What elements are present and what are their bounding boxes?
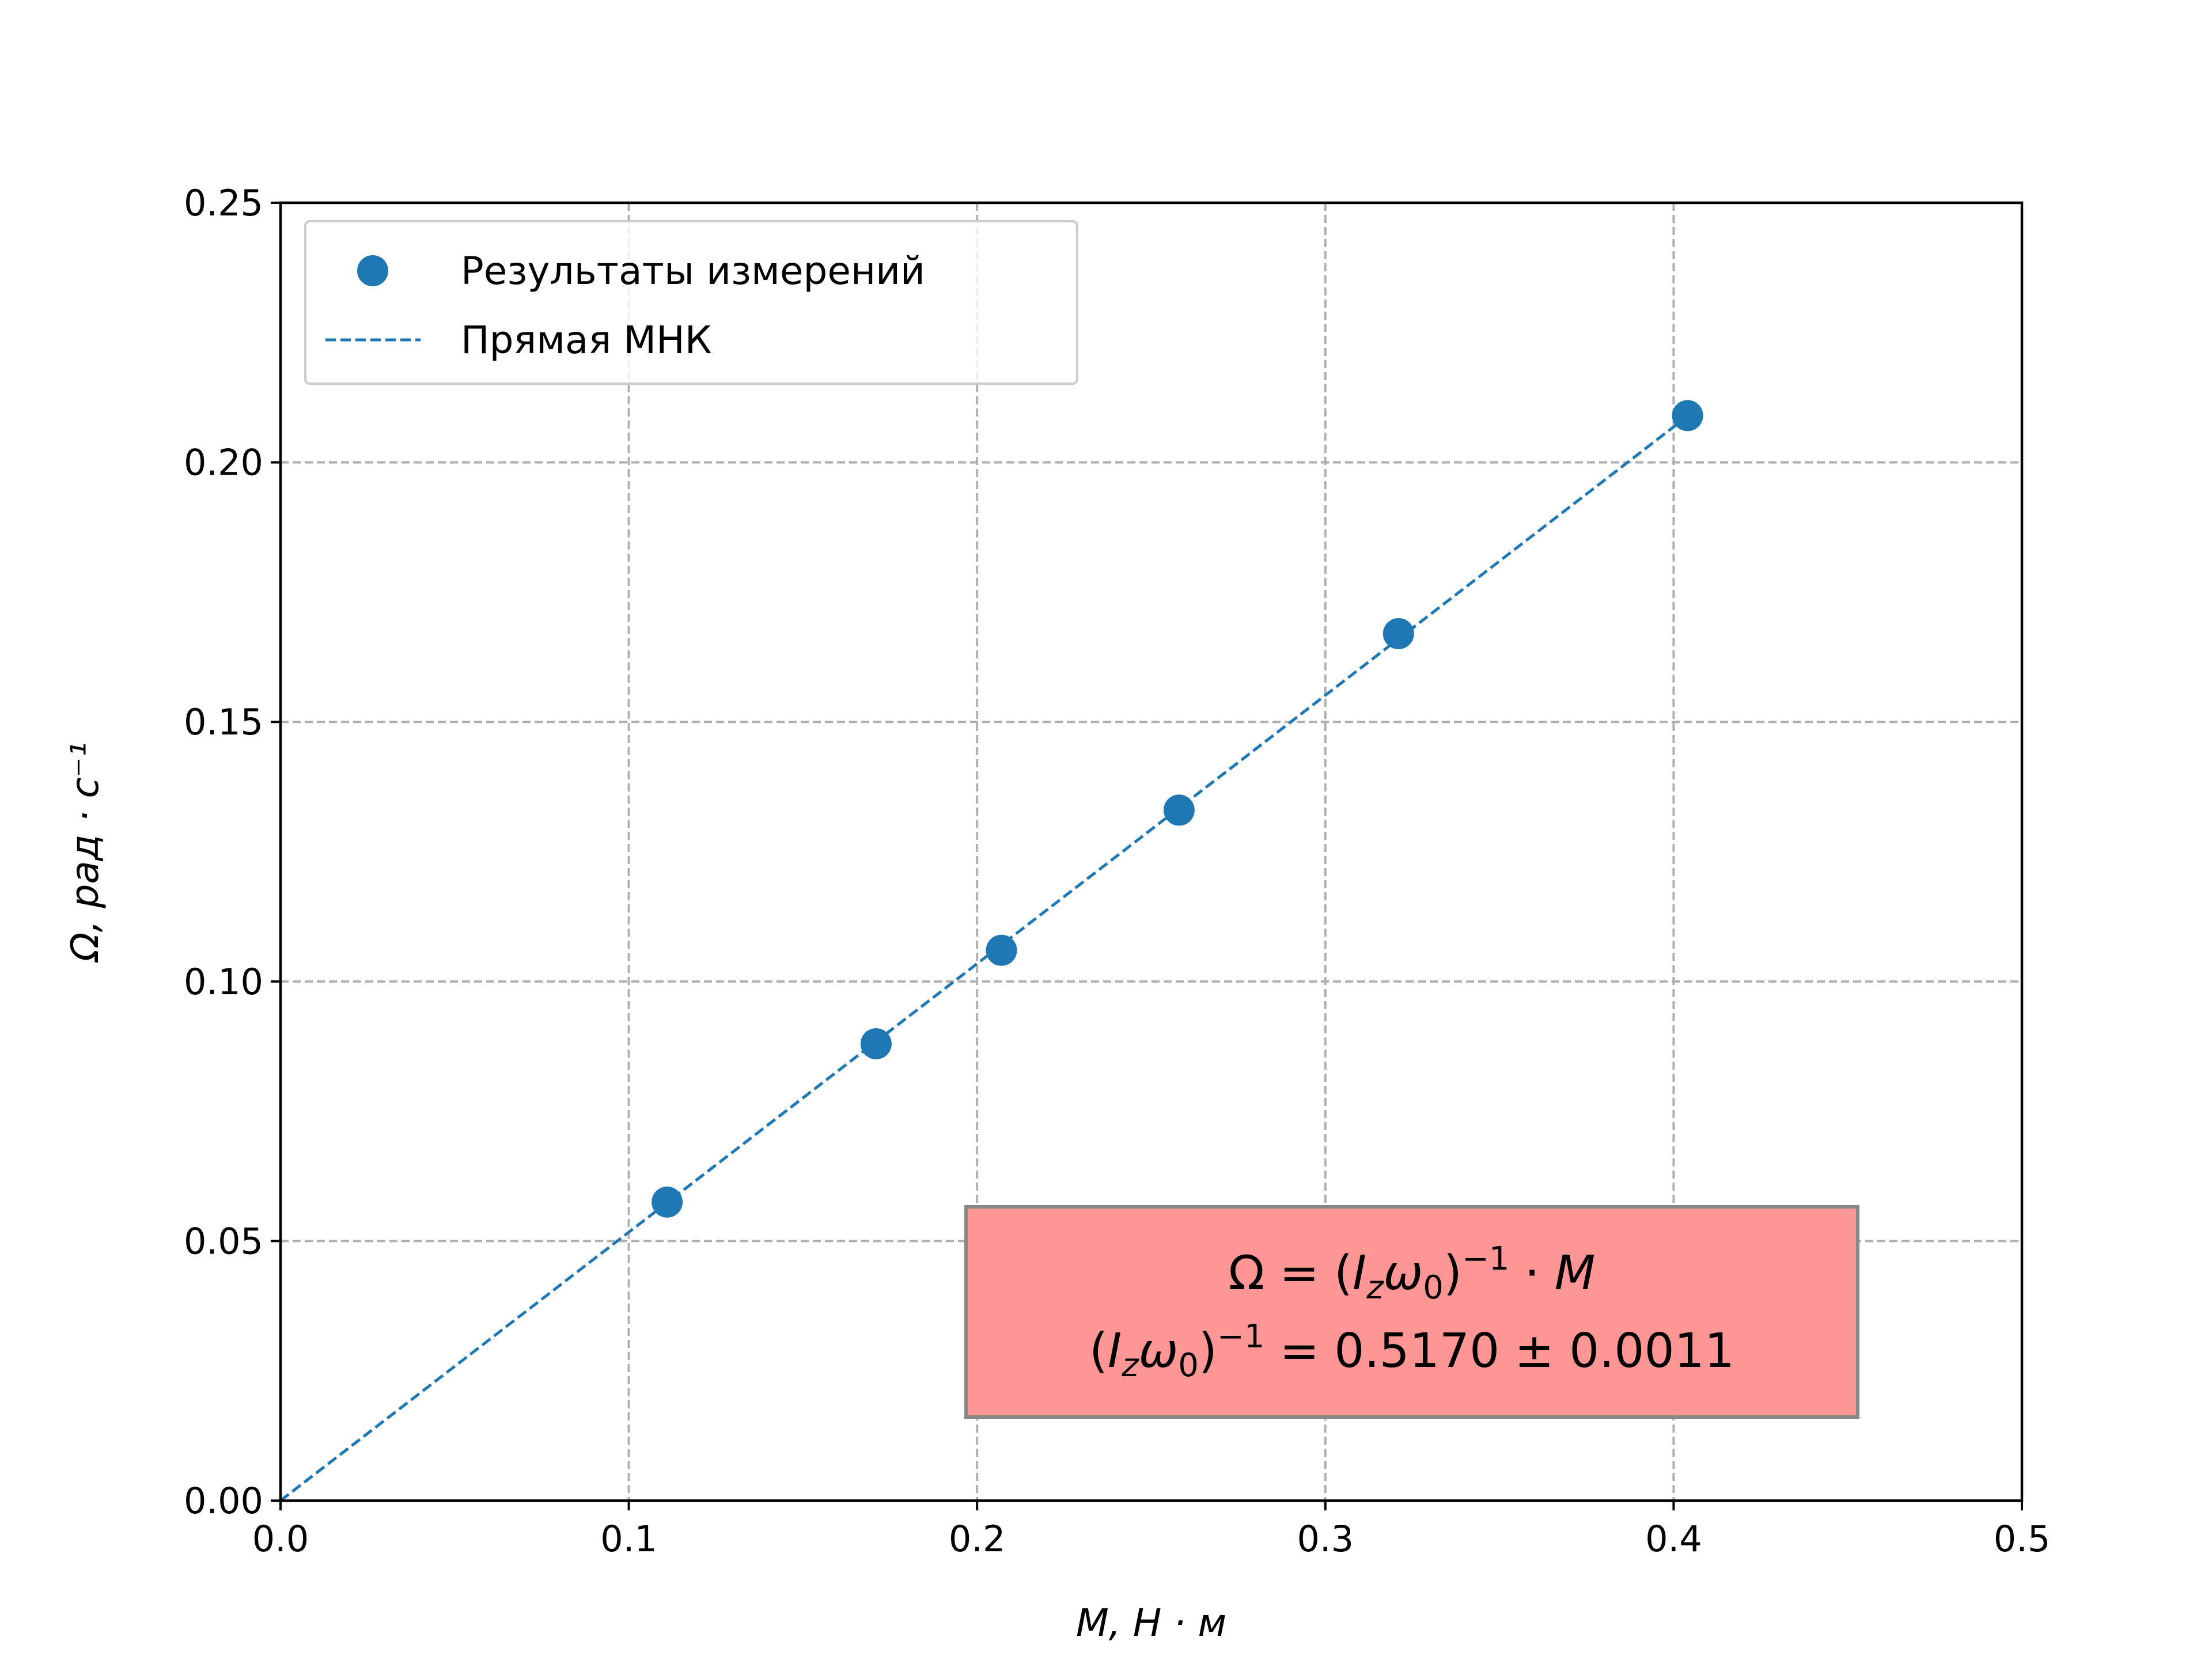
legend-label-measurements: Результаты измерений (461, 249, 925, 293)
data-point (986, 934, 1017, 966)
x-tick-label: 0.5 (1994, 1518, 2051, 1560)
axes-frame (279, 201, 2024, 1502)
legend-label-fit: Прямая МНК (461, 318, 712, 362)
fit-line-layer (279, 415, 1689, 1502)
x-tick-label: 0.1 (600, 1518, 657, 1560)
data-point (860, 1028, 892, 1059)
y-tick-label: 0.05 (184, 1220, 263, 1262)
data-point (1163, 794, 1195, 826)
y-tick-label: 0.20 (184, 442, 263, 484)
x-tick-label: 0.2 (949, 1518, 1006, 1560)
legend: Результаты измерений Прямая МНК (304, 220, 1078, 385)
annotation-box (964, 1205, 1859, 1419)
data-point (1672, 400, 1703, 431)
annotation-formula: Ω = (Izω0)−1 · M (1229, 1240, 1596, 1306)
y-tick-label: 0.25 (184, 182, 263, 224)
scatter-points (652, 400, 1703, 1218)
annotation-coefficient: (Izω0)−1 = 0.5170 ± 0.0011 (1089, 1318, 1734, 1384)
x-tick-label: 0.3 (1297, 1518, 1354, 1560)
data-point (1382, 618, 1414, 649)
x-tick-label: 0.4 (1645, 1518, 1702, 1560)
y-tick-label: 0.10 (184, 961, 263, 1003)
data-point (652, 1186, 683, 1218)
y-tick-label: 0.15 (184, 701, 263, 743)
y-ticks: 0.00 0.05 0.10 0.15 0.20 0.25 (184, 182, 281, 1522)
legend-marker-scatter (357, 255, 388, 286)
y-axis-label: Ω, рад · с⁻¹ (63, 742, 107, 963)
x-tick-label: 0.0 (252, 1518, 309, 1560)
y-tick-label: 0.00 (184, 1480, 263, 1522)
legend-box (304, 220, 1078, 385)
annotation-value: = 0.5170 ± 0.0011 (1264, 1324, 1734, 1378)
fit-annotation: Ω = (Izω0)−1 · M (Izω0)−1 = 0.5170 ± 0.0… (964, 1205, 1859, 1419)
x-axis-label: M, Н · м (1076, 1601, 1226, 1645)
fit-line (279, 415, 1689, 1502)
x-ticks: 0.0 0.1 0.2 0.3 0.4 0.5 (252, 1501, 2051, 1560)
